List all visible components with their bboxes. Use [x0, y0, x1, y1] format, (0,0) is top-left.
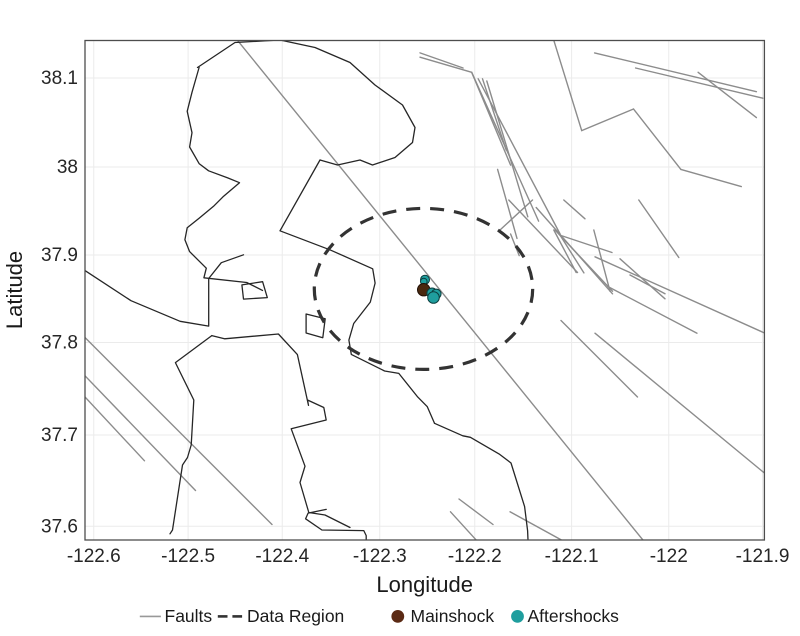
svg-text:Mainshock: Mainshock [411, 606, 495, 626]
svg-text:37.7: 37.7 [41, 425, 78, 446]
svg-text:Longitude: Longitude [376, 572, 473, 597]
svg-text:37.8: 37.8 [41, 333, 78, 354]
svg-text:-122.6: -122.6 [67, 546, 121, 567]
svg-text:-122.3: -122.3 [353, 546, 407, 567]
svg-text:-122.5: -122.5 [161, 546, 215, 567]
svg-text:-121.9: -121.9 [736, 546, 790, 567]
svg-text:-122.2: -122.2 [448, 546, 502, 567]
svg-text:Data Region: Data Region [247, 606, 344, 626]
svg-text:38: 38 [57, 157, 78, 178]
svg-text:37.9: 37.9 [41, 245, 78, 266]
svg-text:Aftershocks: Aftershocks [528, 606, 620, 626]
svg-text:-122.4: -122.4 [255, 546, 309, 567]
svg-text:Latitude: Latitude [2, 251, 27, 329]
svg-text:-122: -122 [650, 546, 688, 567]
svg-text:38.1: 38.1 [41, 68, 78, 89]
svg-text:Faults: Faults [165, 606, 213, 626]
svg-text:37.6: 37.6 [41, 516, 78, 537]
svg-text:-122.1: -122.1 [545, 546, 599, 567]
